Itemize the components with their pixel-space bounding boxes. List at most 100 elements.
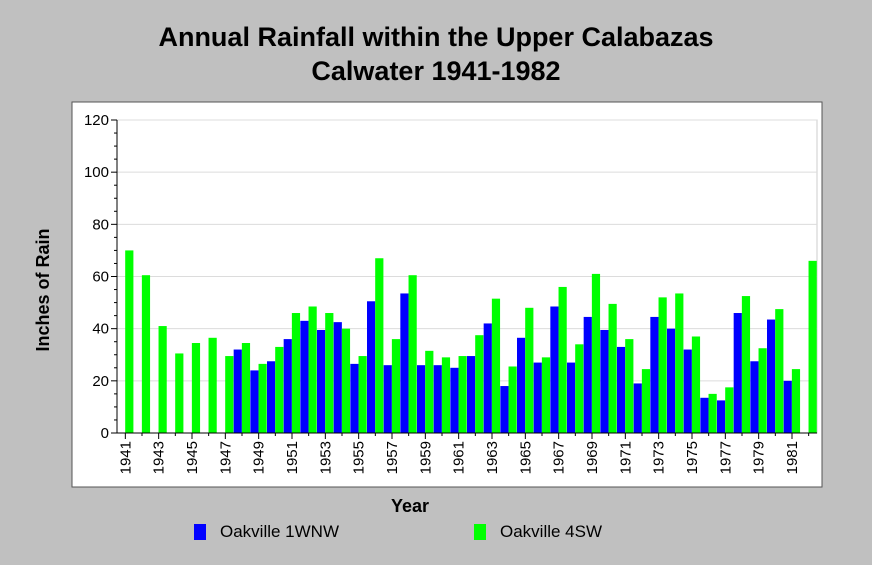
bar-oakville-4sw [708,393,717,433]
y-tick-label: 0 [101,425,109,442]
bar-oakville-4sw [358,356,367,433]
bar-oakville-4sw [808,260,817,433]
bar-oakville-1wnw [300,320,309,433]
bar-oakville-4sw [675,293,684,433]
bar-oakville-4sw [458,356,467,433]
bar-oakville-1wnw [533,362,542,433]
bar-oakville-1wnw [483,323,492,433]
y-axis-title: Inches of Rain [33,228,53,351]
bar-oakville-4sw [691,336,701,433]
x-tick-label: 1951 [284,441,301,474]
x-tick-label: 1969 [584,441,601,474]
y-axis: 0 20 40 60 80 100 120 [84,112,117,442]
bar-oakville-4sw [208,337,217,433]
legend-item-1: Oakville 1WNW [194,522,339,542]
legend-label-2: Oakville 4SW [500,522,603,541]
y-tick-label: 100 [84,164,109,181]
x-tick-label: 1975 [684,441,701,474]
bar-oakville-1wnw [450,367,459,433]
y-tick-label: 60 [92,269,109,286]
bar-oakville-4sw [425,350,434,433]
legend-label-1: Oakville 1WNW [220,522,340,541]
x-tick-label: 1959 [417,441,434,474]
bar-oakville-1wnw [717,400,726,433]
x-tick-label: 1961 [451,441,468,474]
x-tick-label: 1973 [651,441,668,474]
bar-oakville-4sw [441,357,451,433]
bar-oakville-4sw [475,335,484,433]
bar-oakville-1wnw [250,370,259,433]
bar-oakville-4sw [175,353,184,433]
x-tick-label: 1953 [317,441,334,474]
bar-oakville-1wnw [567,362,576,433]
bar-oakville-1wnw [517,337,526,433]
x-tick-label: 1949 [251,441,268,474]
chart-title-line-2: Calwater 1941-1982 [311,56,561,86]
bar-oakville-4sw [791,369,801,433]
bar-oakville-1wnw [667,328,676,433]
bar-oakville-1wnw [267,361,276,433]
x-tick-label: 1977 [717,441,734,474]
bar-oakville-1wnw [350,363,359,433]
bar-oakville-4sw [658,297,667,433]
legend-swatch-2 [474,524,486,540]
bar-oakville-1wnw [417,365,426,433]
bar-oakville-4sw [225,356,234,433]
bar-oakville-1wnw [500,386,509,433]
bar-oakville-4sw [608,303,617,433]
bar-oakville-4sw [258,363,267,433]
x-tick-label: 1955 [351,441,368,474]
bar-oakville-1wnw [550,306,559,433]
x-tick-label: 1971 [617,441,634,474]
bar-oakville-4sw [541,357,551,433]
bar-oakville-1wnw [283,339,292,433]
chart-title: Annual Rainfall within the Upper Calabaz… [0,20,872,88]
bar-oakville-1wnw [467,356,476,433]
x-tick-label: 1945 [184,441,201,474]
y-tick-label: 120 [84,112,109,129]
bar-oakville-4sw [775,309,784,433]
bar-oakville-1wnw [317,329,326,433]
bar-oakville-4sw [575,344,584,433]
bar-oakville-1wnw [633,383,642,433]
bar-oakville-1wnw [733,313,742,433]
bar-oakville-1wnw [650,316,659,433]
bar-oakville-4sw [758,348,767,433]
x-axis: 1941 1943 1945 1947 1949 1951 1953 1955 1957 1959… [117,433,810,474]
bar-oakville-4sw [408,275,417,433]
bar-oakville-4sw [741,296,751,433]
bar-oakville-4sw [375,258,384,433]
x-tick-label: 1981 [784,441,801,474]
bar-oakville-4sw [291,313,301,433]
bar-oakville-1wnw [600,329,609,433]
bar-oakville-4sw [725,387,734,433]
bars [125,250,817,433]
bar-oakville-4sw [391,339,401,433]
y-tick-label: 20 [92,373,109,390]
x-tick-label: 1941 [117,441,134,474]
bar-oakville-1wnw [333,322,342,433]
bar-oakville-4sw [341,328,351,433]
x-tick-label: 1965 [517,441,534,474]
y-tick-label: 40 [92,321,109,338]
x-tick-label: 1979 [751,441,768,474]
legend-item-2: Oakville 4SW [474,522,602,542]
bar-oakville-4sw [625,339,634,433]
bar-oakville-1wnw [433,365,442,433]
x-tick-label: 1963 [484,441,501,474]
x-tick-label: 1957 [384,441,401,474]
bar-oakville-4sw [308,306,317,433]
bar-oakville-1wnw [767,319,776,433]
bar-oakville-4sw [558,286,567,433]
bar-oakville-4sw [275,346,284,433]
bar-oakville-4sw [241,343,251,433]
bar-oakville-4sw [191,343,201,433]
bar-oakville-1wnw [783,380,792,433]
bar-oakville-1wnw [233,349,242,433]
bar-oakville-1wnw [400,293,409,433]
bar-oakville-1wnw [750,361,759,433]
y-tick-label: 80 [92,216,109,233]
bar-oakville-1wnw [700,397,709,433]
bar-oakville-4sw [325,313,334,433]
